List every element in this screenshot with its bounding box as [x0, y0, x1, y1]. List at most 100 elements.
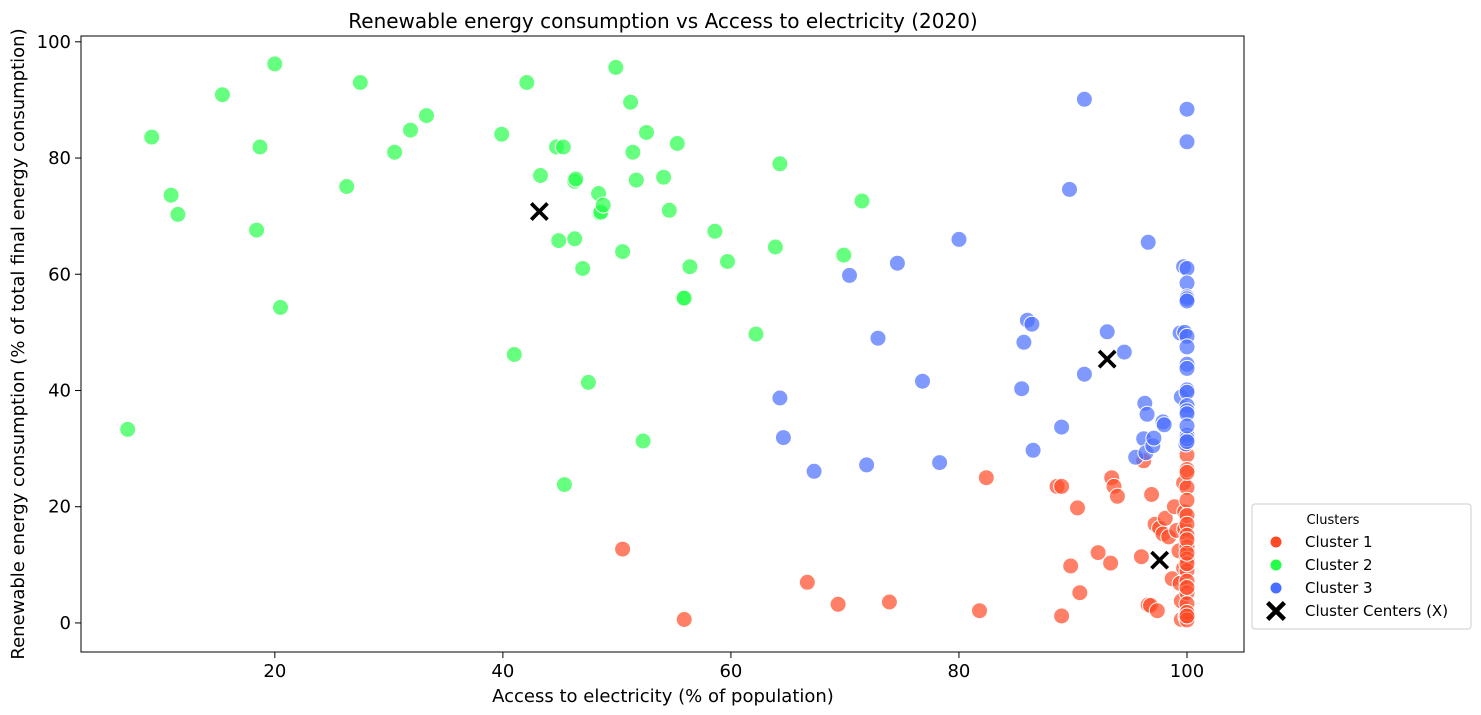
- data-point: [493, 125, 511, 143]
- x-tick-label: 60: [719, 661, 742, 682]
- data-point: [1178, 100, 1196, 118]
- y-tick-label: 80: [48, 148, 71, 169]
- data-point: [1178, 133, 1196, 151]
- data-point: [771, 389, 789, 407]
- y-axis-ticks: 0 20 40 60 80 100: [37, 32, 81, 634]
- data-point: [505, 346, 523, 363]
- data-point: [1075, 365, 1093, 383]
- data-point: [888, 254, 906, 272]
- series-2: [119, 55, 871, 494]
- data-point: [766, 238, 784, 256]
- data-point: [971, 602, 988, 620]
- legend-item: Cluster 2: [1270, 556, 1373, 574]
- data-point: [251, 138, 269, 156]
- data-point: [1156, 509, 1174, 527]
- data-point: [1178, 260, 1196, 277]
- legend-label: Cluster 2: [1305, 556, 1373, 574]
- data-point: [272, 298, 289, 316]
- data-point: [1178, 491, 1196, 509]
- data-point: [1053, 477, 1071, 495]
- data-point: [1178, 433, 1196, 451]
- legend-title: Clusters: [1307, 513, 1360, 528]
- data-point: [719, 253, 736, 270]
- data-point: [213, 86, 231, 104]
- data-point: [614, 540, 632, 558]
- data-point: [747, 325, 765, 343]
- data-point: [1178, 338, 1196, 356]
- data-point: [1023, 315, 1041, 333]
- data-point: [835, 246, 853, 264]
- data-point: [1075, 90, 1093, 108]
- data-point: [554, 138, 572, 156]
- data-point: [579, 373, 597, 391]
- plot-frame: [80, 35, 1245, 653]
- data-point: [1178, 359, 1196, 377]
- data-point: [841, 266, 858, 284]
- series-1: [614, 446, 1196, 629]
- legend-marker: [1270, 559, 1282, 571]
- legend-item: Cluster 3: [1270, 579, 1373, 597]
- data-point: [1143, 486, 1161, 503]
- y-tick-label: 20: [48, 497, 71, 518]
- data-point: [614, 243, 632, 261]
- data-point: [681, 258, 699, 276]
- data-point: [858, 456, 876, 474]
- data-point: [1024, 441, 1042, 459]
- data-point: [880, 593, 898, 611]
- legend-label: Cluster 3: [1305, 579, 1373, 597]
- data-point: [1178, 607, 1196, 625]
- y-tick-label: 40: [48, 380, 71, 401]
- data-point: [1015, 333, 1033, 351]
- data-point: [594, 196, 612, 214]
- legend-marker: [1270, 582, 1282, 594]
- data-point: [931, 454, 949, 472]
- data-point: [550, 232, 568, 250]
- data-point: [1013, 380, 1031, 398]
- x-axis-title: Access to electricity (% of population): [492, 686, 834, 707]
- y-tick-label: 0: [60, 613, 71, 634]
- data-point: [1069, 499, 1086, 517]
- cluster-centers: [528, 200, 1171, 571]
- data-point: [607, 58, 625, 76]
- data-point: [660, 201, 678, 219]
- cluster-center-marker: [1096, 348, 1118, 370]
- data-point: [143, 128, 161, 146]
- data-point: [1071, 584, 1089, 602]
- data-point: [1178, 463, 1196, 481]
- data-point: [402, 121, 419, 139]
- data-point: [624, 143, 642, 161]
- data-point: [418, 107, 435, 125]
- data-point: [1178, 417, 1196, 435]
- data-point: [1138, 405, 1156, 423]
- y-axis-title: Renewable energy consumption (% of total…: [8, 28, 29, 659]
- data-point: [869, 329, 887, 347]
- legend-marker: [1266, 601, 1286, 621]
- data-point: [351, 74, 369, 91]
- chart-title: Renewable energy consumption vs Access t…: [348, 9, 977, 33]
- data-point: [1178, 544, 1196, 562]
- data-point: [1061, 180, 1078, 198]
- data-point: [1102, 554, 1120, 572]
- data-point: [386, 143, 404, 161]
- data-point: [622, 93, 640, 111]
- data-point: [638, 124, 655, 141]
- x-tick-label: 20: [263, 661, 286, 682]
- data-point: [914, 372, 931, 390]
- data-point: [1145, 429, 1163, 447]
- data-point: [338, 178, 356, 195]
- data-point: [655, 168, 673, 186]
- data-point: [805, 462, 823, 480]
- legend-marker: [1270, 536, 1282, 548]
- data-point: [977, 469, 995, 487]
- data-point: [1098, 323, 1116, 341]
- data-point: [668, 135, 686, 152]
- cluster-center-marker: [1149, 549, 1171, 571]
- x-tick-label: 40: [491, 661, 514, 682]
- legend-box: [1251, 503, 1472, 630]
- data-point: [706, 222, 724, 240]
- data-point: [1115, 343, 1133, 361]
- data-point: [1053, 418, 1071, 436]
- data-point: [1155, 416, 1173, 434]
- points-layer: [119, 55, 1196, 629]
